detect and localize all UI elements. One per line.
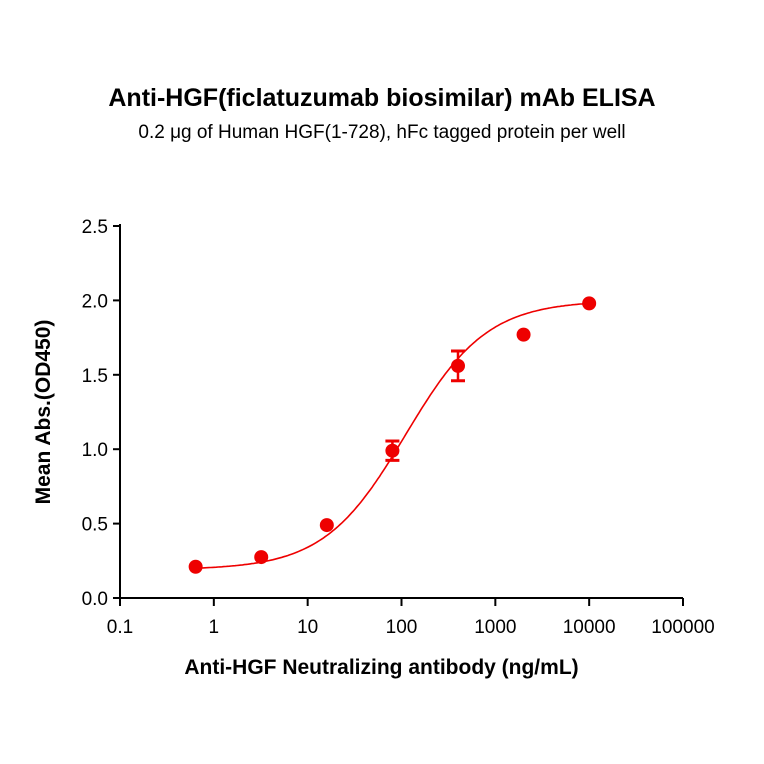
y-tick-label: 0.0	[82, 589, 108, 610]
fit-curve	[195, 302, 588, 569]
y-tick-label: 2.0	[82, 291, 108, 312]
data-point	[450, 358, 465, 373]
x-tick-label: 100000	[651, 617, 714, 638]
y-tick-label: 1.5	[82, 366, 108, 387]
y-tick-label: 2.5	[82, 217, 108, 238]
data-point	[582, 296, 597, 311]
x-tick-label: 0.1	[107, 617, 133, 638]
y-axis-label: Mean Abs.(OD450)	[32, 320, 55, 505]
x-tick-label: 1000	[474, 617, 516, 638]
chart-subtitle: 0.2 μg of Human HGF(1-728), hFc tagged p…	[138, 122, 626, 143]
x-tick-label: 10	[297, 617, 318, 638]
x-tick-label: 10000	[563, 617, 616, 638]
x-tick-label: 1	[209, 617, 220, 638]
data-point	[385, 443, 400, 458]
data-point	[516, 327, 531, 342]
data-point	[254, 550, 269, 565]
x-tick-label: 100	[386, 617, 418, 638]
chart-title: Anti-HGF(ficlatuzumab biosimilar) mAb EL…	[108, 84, 656, 112]
x-axis-label: Anti-HGF Neutralizing antibody (ng/mL)	[184, 656, 578, 679]
y-tick-label: 1.0	[82, 440, 108, 461]
y-tick-label: 0.5	[82, 515, 108, 536]
data-point	[188, 559, 203, 574]
data-point	[319, 518, 334, 533]
